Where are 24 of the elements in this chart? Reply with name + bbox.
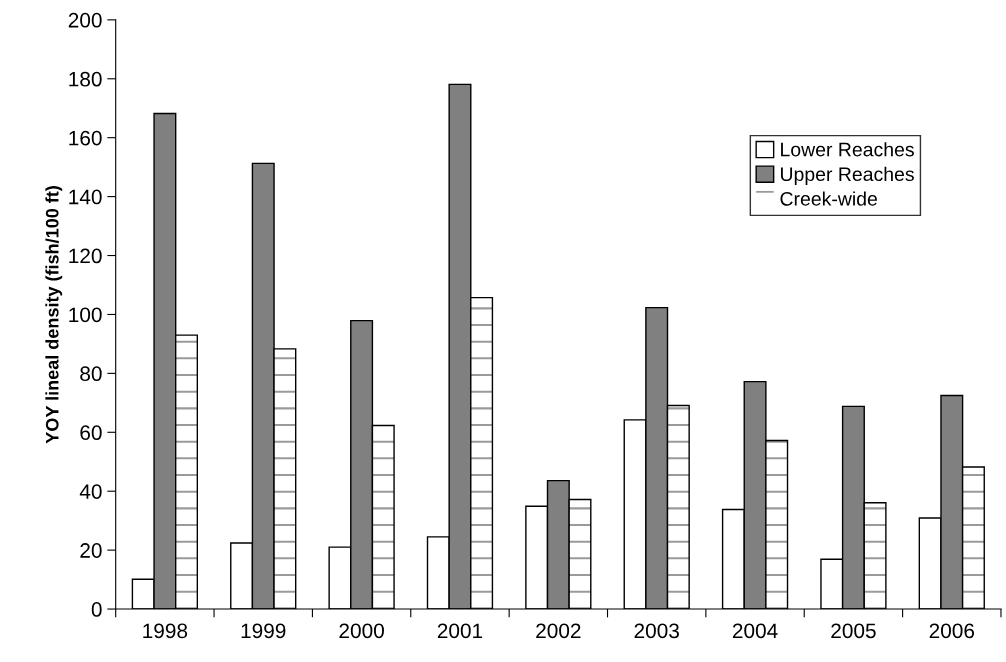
y-tick-label: 200 [68, 12, 102, 28]
x-tick-label: 2006 [929, 623, 975, 639]
y-axis-title: YOY lineal density (fish/100 ft) [45, 186, 63, 444]
y-tick-label: 40 [79, 484, 102, 499]
y-tick-label: 100 [69, 307, 102, 323]
y-tick-label: 60 [80, 425, 102, 441]
x-tick-label: 2000 [339, 623, 384, 639]
legend-label: Creek-wide [780, 191, 877, 206]
x-tick-label: 2002 [536, 623, 581, 639]
y-tick-label: 160 [69, 130, 102, 146]
x-tick-label: 2005 [831, 623, 876, 639]
x-tick-label: 2003 [634, 623, 679, 639]
x-tick-label: 2001 [437, 623, 483, 639]
legend-label: Lower Reaches [781, 142, 914, 157]
y-tick-label: 140 [69, 189, 102, 205]
y-tick-label: 0 [91, 602, 102, 617]
x-tick-label: 1998 [143, 623, 188, 639]
y-tick-label: 120 [69, 248, 102, 264]
y-tick-label: 20 [80, 543, 102, 558]
y-tick-label: 180 [69, 71, 102, 87]
x-tick-label: 2004 [732, 623, 778, 639]
x-tick-label: 1999 [241, 623, 286, 639]
y-tick-label: 80 [80, 366, 102, 382]
legend-label: Upper Reaches [781, 166, 914, 185]
